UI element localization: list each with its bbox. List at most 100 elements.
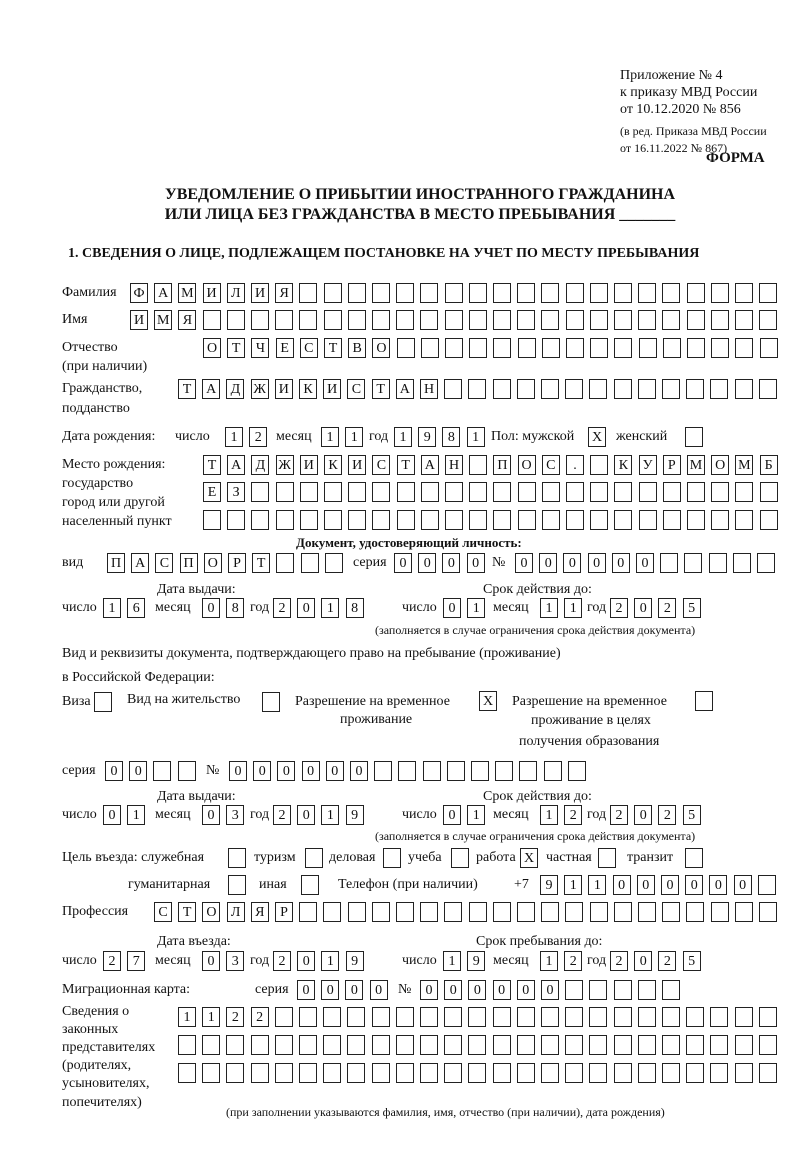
char-box[interactable] [372, 482, 391, 502]
char-box[interactable]: 6 [127, 598, 146, 618]
char-box[interactable]: 0 [634, 951, 653, 971]
char-box[interactable]: 0 [277, 761, 296, 781]
char-box[interactable] [662, 980, 680, 1000]
char-box[interactable]: С [299, 338, 318, 358]
char-box[interactable] [202, 310, 221, 330]
char-box[interactable] [758, 1007, 777, 1027]
char-box[interactable] [324, 510, 342, 530]
char-box[interactable] [398, 761, 417, 781]
char-box[interactable] [565, 310, 584, 330]
char-box[interactable]: 0 [442, 553, 461, 573]
char-box[interactable] [710, 902, 729, 922]
char-box[interactable]: К [324, 455, 342, 475]
char-box[interactable] [274, 1035, 293, 1055]
char-box[interactable] [614, 338, 633, 358]
char-box[interactable] [735, 482, 754, 502]
char-box[interactable] [348, 482, 367, 502]
char-box[interactable] [662, 310, 681, 330]
char-box[interactable] [250, 1063, 269, 1083]
char-box[interactable]: 0 [733, 875, 752, 895]
char-box[interactable] [637, 1063, 656, 1083]
char-box[interactable] [451, 848, 469, 868]
char-box[interactable] [638, 283, 657, 303]
char-box[interactable] [446, 761, 465, 781]
char-box[interactable] [250, 1035, 269, 1055]
char-box[interactable] [300, 553, 319, 573]
char-box[interactable]: Т [203, 455, 221, 475]
char-box[interactable] [299, 902, 318, 922]
char-box[interactable]: О [517, 455, 536, 475]
char-box[interactable] [638, 510, 657, 530]
char-box[interactable] [226, 1063, 245, 1083]
char-box[interactable] [589, 1035, 608, 1055]
char-box[interactable]: 2 [610, 805, 628, 825]
char-box[interactable] [516, 379, 535, 399]
char-box[interactable] [471, 761, 489, 781]
char-box[interactable] [711, 510, 730, 530]
char-box[interactable] [347, 1063, 366, 1083]
char-box[interactable]: 0 [685, 875, 704, 895]
char-box[interactable]: 0 [297, 598, 316, 618]
char-box[interactable]: 1 [564, 875, 583, 895]
char-box[interactable]: Т [396, 455, 415, 475]
char-box[interactable]: С [372, 455, 391, 475]
char-box[interactable]: 2 [658, 951, 677, 971]
char-box[interactable]: Б [759, 455, 778, 475]
char-box[interactable] [420, 1035, 438, 1055]
char-box[interactable] [735, 510, 754, 530]
char-box[interactable]: А [202, 379, 221, 399]
char-box[interactable]: 0 [636, 875, 655, 895]
char-box[interactable]: И [251, 283, 269, 303]
char-box[interactable] [347, 902, 366, 922]
char-box[interactable] [686, 902, 705, 922]
char-box[interactable] [638, 338, 657, 358]
char-box[interactable] [492, 902, 511, 922]
char-box[interactable] [541, 1007, 559, 1027]
char-box[interactable] [323, 1063, 342, 1083]
char-box[interactable]: 1 [564, 598, 583, 618]
char-box[interactable]: 0 [321, 980, 340, 1000]
char-box[interactable] [251, 310, 269, 330]
char-box[interactable]: 0 [103, 805, 121, 825]
char-box[interactable] [420, 1007, 438, 1027]
char-box[interactable] [684, 553, 703, 573]
char-box[interactable] [565, 1035, 584, 1055]
char-box[interactable]: С [155, 553, 174, 573]
char-box[interactable] [541, 482, 560, 502]
char-box[interactable] [614, 283, 632, 303]
char-box[interactable] [734, 1007, 753, 1027]
char-box[interactable]: 3 [226, 805, 245, 825]
char-box[interactable]: 1 [467, 598, 486, 618]
char-box[interactable] [347, 1007, 366, 1027]
char-box[interactable]: М [735, 455, 754, 475]
char-box[interactable]: 5 [682, 598, 701, 618]
char-box[interactable] [226, 1035, 245, 1055]
char-box[interactable] [589, 379, 608, 399]
char-box[interactable] [759, 310, 778, 330]
char-box[interactable]: 0 [297, 805, 316, 825]
char-box[interactable]: П [179, 553, 198, 573]
char-box[interactable]: Л [226, 283, 245, 303]
char-box[interactable] [275, 510, 294, 530]
char-box[interactable] [687, 338, 705, 358]
char-box[interactable]: Т [178, 902, 197, 922]
char-box[interactable] [468, 1063, 487, 1083]
char-box[interactable] [662, 338, 681, 358]
char-box[interactable]: М [687, 455, 705, 475]
char-box[interactable] [711, 482, 730, 502]
char-box[interactable] [444, 283, 463, 303]
char-box[interactable]: С [541, 455, 560, 475]
char-box[interactable] [519, 761, 538, 781]
char-box[interactable]: X [588, 427, 606, 447]
char-box[interactable] [395, 1063, 414, 1083]
char-box[interactable] [324, 482, 342, 502]
char-box[interactable]: Д [251, 455, 270, 475]
char-box[interactable] [202, 1035, 221, 1055]
char-box[interactable]: Ч [251, 338, 270, 358]
char-box[interactable]: 1 [321, 951, 340, 971]
char-box[interactable] [383, 848, 401, 868]
char-box[interactable] [541, 510, 560, 530]
char-box[interactable]: А [154, 283, 173, 303]
char-box[interactable] [420, 283, 439, 303]
char-box[interactable] [153, 761, 172, 781]
